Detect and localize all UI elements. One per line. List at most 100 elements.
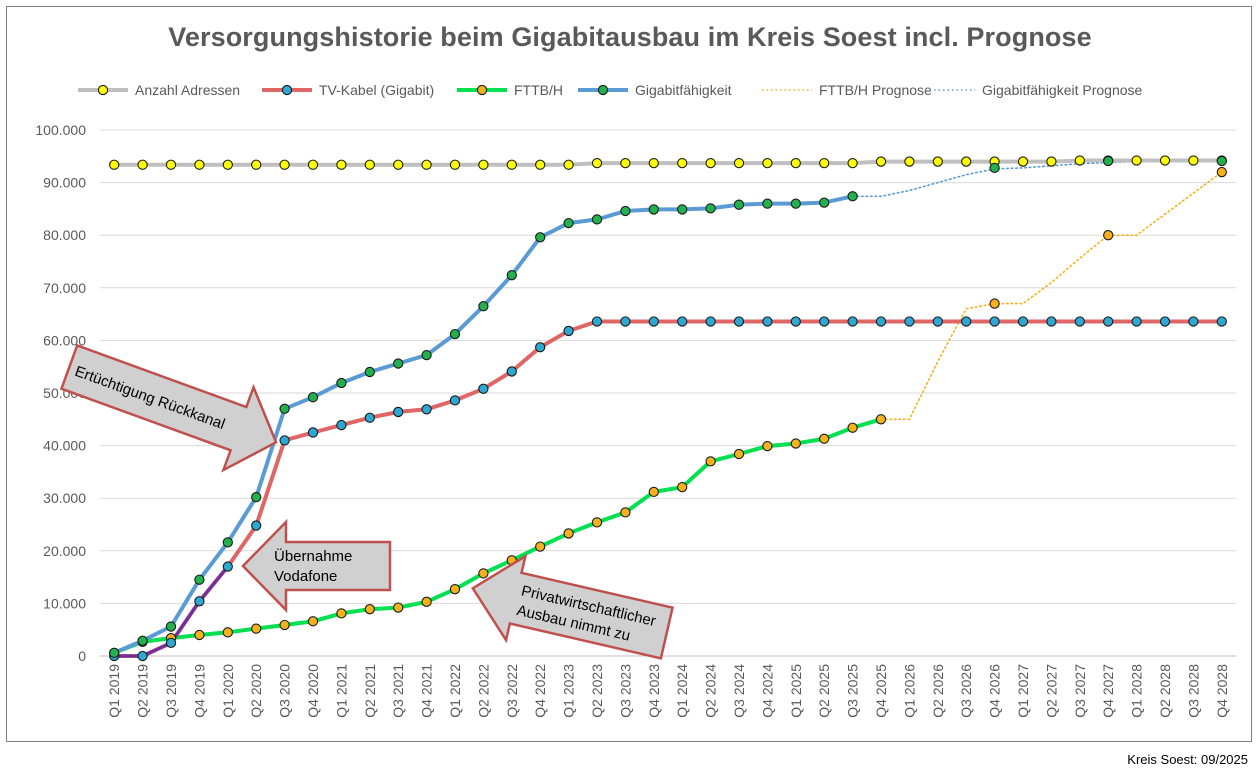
data-point bbox=[222, 627, 233, 638]
data-point bbox=[932, 156, 943, 167]
series-line-1 bbox=[112, 319, 1224, 658]
series-line-0 bbox=[112, 158, 1224, 167]
data-point bbox=[733, 448, 745, 460]
data-point bbox=[790, 198, 801, 209]
data-point bbox=[705, 203, 716, 214]
data-point bbox=[762, 316, 773, 327]
data-point bbox=[478, 383, 489, 394]
data-point bbox=[1074, 316, 1085, 327]
data-point bbox=[194, 159, 205, 170]
data-point bbox=[535, 232, 546, 243]
data-point bbox=[222, 159, 233, 170]
data-point bbox=[904, 316, 915, 327]
data-point bbox=[819, 197, 830, 208]
x-tick-label: Q2 2027 bbox=[1043, 664, 1059, 718]
data-point bbox=[620, 157, 631, 169]
data-point bbox=[535, 159, 546, 170]
legend: Anzahl Adressen TV-Kabel (Gigabit) FTTB/H G… bbox=[78, 82, 1143, 98]
data-point bbox=[1159, 316, 1171, 327]
data-point bbox=[194, 629, 205, 641]
data-point bbox=[307, 616, 319, 627]
data-point bbox=[421, 349, 432, 361]
data-point bbox=[648, 204, 659, 215]
x-tick-label: Q4 2022 bbox=[532, 664, 548, 718]
data-point bbox=[1046, 156, 1057, 167]
data-point bbox=[506, 159, 517, 170]
data-point bbox=[251, 520, 262, 531]
data-point bbox=[847, 316, 858, 327]
data-point bbox=[790, 438, 801, 449]
data-point bbox=[563, 325, 574, 337]
data-point bbox=[563, 159, 574, 170]
data-point bbox=[1131, 155, 1142, 166]
data-point bbox=[421, 596, 432, 607]
data-point bbox=[677, 204, 688, 215]
data-point bbox=[563, 528, 574, 539]
x-tick-label: Q2 2024 bbox=[703, 664, 719, 718]
legend-label: Gigabitfähigkeit Prognose bbox=[982, 82, 1143, 98]
x-tick-label: Q3 2025 bbox=[845, 664, 861, 718]
x-tick-label: Q3 2027 bbox=[1072, 664, 1088, 718]
x-tick-label: Q3 2021 bbox=[390, 664, 406, 718]
data-point bbox=[648, 486, 659, 498]
data-point bbox=[165, 637, 177, 648]
legend-label: FTTB/H Prognose bbox=[819, 82, 932, 98]
data-point bbox=[819, 157, 830, 169]
footer-credit: Kreis Soest: 09/2025 bbox=[1127, 752, 1248, 767]
data-point bbox=[1103, 155, 1114, 167]
data-point bbox=[819, 316, 830, 327]
x-tick-label: Q3 2028 bbox=[1185, 664, 1201, 718]
data-point bbox=[336, 159, 347, 170]
data-point bbox=[677, 157, 688, 169]
x-tick-label: Q2 2028 bbox=[1157, 664, 1173, 718]
y-tick-label: 40.000 bbox=[43, 438, 86, 454]
data-point bbox=[762, 157, 773, 169]
data-point bbox=[648, 157, 659, 169]
data-point bbox=[279, 619, 290, 631]
data-point bbox=[109, 647, 120, 658]
data-point bbox=[961, 316, 972, 327]
data-point bbox=[364, 366, 375, 378]
data-point bbox=[620, 507, 631, 518]
data-point bbox=[1103, 230, 1114, 241]
data-point bbox=[733, 199, 745, 210]
data-point bbox=[1216, 155, 1227, 167]
data-point bbox=[449, 159, 461, 170]
data-point bbox=[790, 316, 801, 327]
data-point bbox=[506, 366, 517, 377]
data-point bbox=[762, 440, 773, 452]
x-tick-label: Q2 2026 bbox=[930, 664, 946, 718]
legend-label: FTTB/H bbox=[514, 82, 563, 98]
data-point bbox=[535, 342, 546, 353]
data-point bbox=[1188, 316, 1199, 327]
data-point bbox=[932, 316, 943, 327]
data-point bbox=[251, 159, 262, 170]
data-point bbox=[478, 568, 489, 579]
x-tick-label: Q4 2027 bbox=[1100, 664, 1116, 718]
x-tick-label: Q4 2025 bbox=[873, 664, 889, 718]
y-tick-label: 70.000 bbox=[43, 280, 86, 296]
data-point bbox=[563, 217, 574, 229]
data-point bbox=[165, 621, 177, 632]
x-tick-label: Q1 2027 bbox=[1015, 664, 1031, 718]
y-axis: 010.00020.00030.00040.00050.00060.00070.… bbox=[35, 122, 86, 664]
x-tick-label: Q4 2021 bbox=[419, 664, 435, 718]
data-point bbox=[591, 316, 603, 327]
data-point bbox=[137, 159, 148, 170]
data-point bbox=[307, 392, 319, 403]
legend-marker bbox=[281, 84, 293, 96]
data-point bbox=[393, 159, 404, 170]
data-point bbox=[279, 159, 290, 170]
series-line-2 bbox=[112, 417, 883, 655]
y-tick-label: 80.000 bbox=[43, 227, 86, 243]
data-point bbox=[1074, 155, 1085, 166]
data-point bbox=[279, 403, 290, 414]
data-point bbox=[194, 574, 205, 585]
data-point bbox=[251, 623, 262, 634]
data-point bbox=[364, 604, 375, 615]
x-tick-label: Q1 2019 bbox=[106, 664, 122, 718]
x-axis: Q1 2019 Q2 2019 Q3 2019 Q4 2019 Q1 2020 Q2 20… bbox=[106, 664, 1230, 718]
data-point bbox=[847, 191, 858, 202]
data-point bbox=[591, 157, 603, 169]
